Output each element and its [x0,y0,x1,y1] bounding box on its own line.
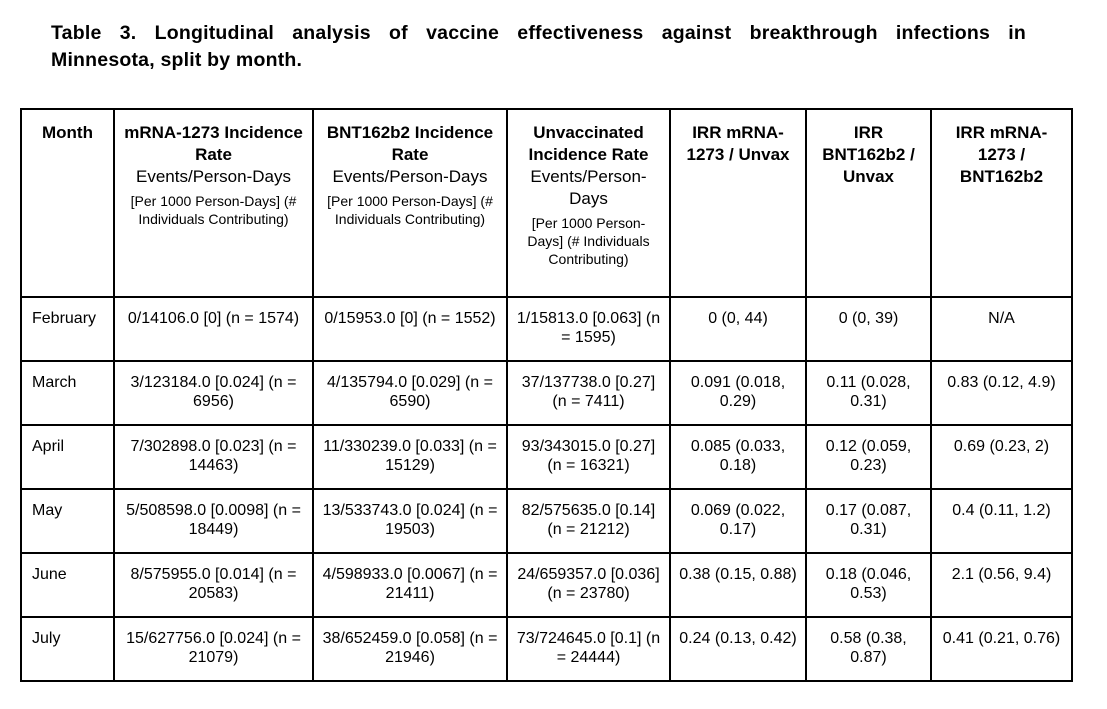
mrna-rate-cell: 5/508598.0 [0.0098] (n = 18449) [113,488,314,554]
bnt-rate-cell: 0/15953.0 [0] (n = 1552) [312,296,508,362]
month-cell: February [20,296,115,362]
month-cell: March [20,360,115,426]
table-row: April 7/302898.0 [0.023] (n = 14463) 11/… [20,424,1073,490]
bnt-rate-cell: 4/135794.0 [0.029] (n = 6590) [312,360,508,426]
irr-mrna-unvax-cell: 0 (0, 44) [669,296,807,362]
header-cell-bnt-rate: BNT162b2 Incidence Rate Events/Person-Da… [312,108,508,298]
irr-bnt-unvax-cell: 0.58 (0.38, 0.87) [805,616,932,682]
mrna-rate-cell: 3/123184.0 [0.024] (n = 6956) [113,360,314,426]
unvax-rate-cell: 37/137738.0 [0.27] (n = 7411) [506,360,671,426]
header-cell-irr-mrna-bnt: IRR mRNA-1273 / BNT162b2 [930,108,1073,298]
header-subtitle: Events/Person-Days [136,167,291,186]
results-table: Month mRNA-1273 Incidence Rate Events/Pe… [20,108,1073,682]
irr-mrna-bnt-cell: 2.1 (0.56, 9.4) [930,552,1073,618]
irr-mrna-unvax-cell: 0.069 (0.022, 0.17) [669,488,807,554]
header-title: Month [42,123,93,142]
table-row: May 5/508598.0 [0.0098] (n = 18449) 13/5… [20,488,1073,554]
header-cell-month: Month [20,108,115,298]
header-cell-irr-mrna-unvax: IRR mRNA-1273 / Unvax [669,108,807,298]
irr-mrna-bnt-cell: N/A [930,296,1073,362]
header-title: BNT162b2 Incidence Rate [326,123,494,164]
header-cell-irr-bnt-unvax: IRR BNT162b2 / Unvax [805,108,932,298]
header-title: IRR mRNA-1273 / BNT162b2 [955,123,1048,186]
mrna-rate-cell: 7/302898.0 [0.023] (n = 14463) [113,424,314,490]
caption-line-2: Minnesota, split by month. [51,49,303,71]
unvax-rate-cell: 1/15813.0 [0.063] (n = 1595) [506,296,671,362]
month-cell: May [20,488,115,554]
table-row: February 0/14106.0 [0] (n = 1574) 0/1595… [20,296,1073,362]
irr-mrna-bnt-cell: 0.41 (0.21, 0.76) [930,616,1073,682]
header-title: Unvaccinated Incidence Rate [528,123,649,164]
irr-bnt-unvax-cell: 0.18 (0.046, 0.53) [805,552,932,618]
bnt-rate-cell: 4/598933.0 [0.0067] (n = 21411) [312,552,508,618]
header-row: Month mRNA-1273 Incidence Rate Events/Pe… [20,108,1073,298]
caption-line-1: Table 3. Longitudinal analysis of vaccin… [51,22,1026,44]
unvax-rate-cell: 73/724645.0 [0.1] (n = 24444) [506,616,671,682]
header-cell-mrna-rate: mRNA-1273 Incidence Rate Events/Person-D… [113,108,314,298]
bnt-rate-cell: 11/330239.0 [0.033] (n = 15129) [312,424,508,490]
irr-mrna-unvax-cell: 0.091 (0.018, 0.29) [669,360,807,426]
mrna-rate-cell: 15/627756.0 [0.024] (n = 21079) [113,616,314,682]
irr-bnt-unvax-cell: 0 (0, 39) [805,296,932,362]
table-row: July 15/627756.0 [0.024] (n = 21079) 38/… [20,616,1073,682]
mrna-rate-cell: 8/575955.0 [0.014] (n = 20583) [113,552,314,618]
table-row: March 3/123184.0 [0.024] (n = 6956) 4/13… [20,360,1073,426]
month-cell: June [20,552,115,618]
unvax-rate-cell: 82/575635.0 [0.14] (n = 21212) [506,488,671,554]
month-cell: April [20,424,115,490]
irr-bnt-unvax-cell: 0.17 (0.087, 0.31) [805,488,932,554]
header-title: IRR mRNA-1273 / Unvax [686,123,790,164]
irr-mrna-bnt-cell: 0.83 (0.12, 4.9) [930,360,1073,426]
table-caption: Table 3. Longitudinal analysis of vaccin… [51,20,1026,74]
irr-bnt-unvax-cell: 0.11 (0.028, 0.31) [805,360,932,426]
header-subtitle: Events/Person-Days [530,167,647,208]
irr-mrna-bnt-cell: 0.4 (0.11, 1.2) [930,488,1073,554]
header-note: [Per 1000 Person-Days] (# Individuals Co… [527,215,650,267]
header-cell-unvax-rate: Unvaccinated Incidence Rate Events/Perso… [506,108,671,298]
month-cell: July [20,616,115,682]
irr-mrna-bnt-cell: 0.69 (0.23, 2) [930,424,1073,490]
bnt-rate-cell: 38/652459.0 [0.058] (n = 21946) [312,616,508,682]
irr-bnt-unvax-cell: 0.12 (0.059, 0.23) [805,424,932,490]
bnt-rate-cell: 13/533743.0 [0.024] (n = 19503) [312,488,508,554]
unvax-rate-cell: 24/659357.0 [0.036] (n = 23780) [506,552,671,618]
irr-mrna-unvax-cell: 0.085 (0.033, 0.18) [669,424,807,490]
table-row: June 8/575955.0 [0.014] (n = 20583) 4/59… [20,552,1073,618]
unvax-rate-cell: 93/343015.0 [0.27] (n = 16321) [506,424,671,490]
header-title: mRNA-1273 Incidence Rate [124,123,303,164]
header-title: IRR BNT162b2 / Unvax [822,123,915,186]
header-note: [Per 1000 Person-Days] (# Individuals Co… [327,193,493,227]
mrna-rate-cell: 0/14106.0 [0] (n = 1574) [113,296,314,362]
irr-mrna-unvax-cell: 0.24 (0.13, 0.42) [669,616,807,682]
header-subtitle: Events/Person-Days [332,167,488,186]
irr-mrna-unvax-cell: 0.38 (0.15, 0.88) [669,552,807,618]
header-note: [Per 1000 Person-Days] (# Individuals Co… [130,193,297,227]
